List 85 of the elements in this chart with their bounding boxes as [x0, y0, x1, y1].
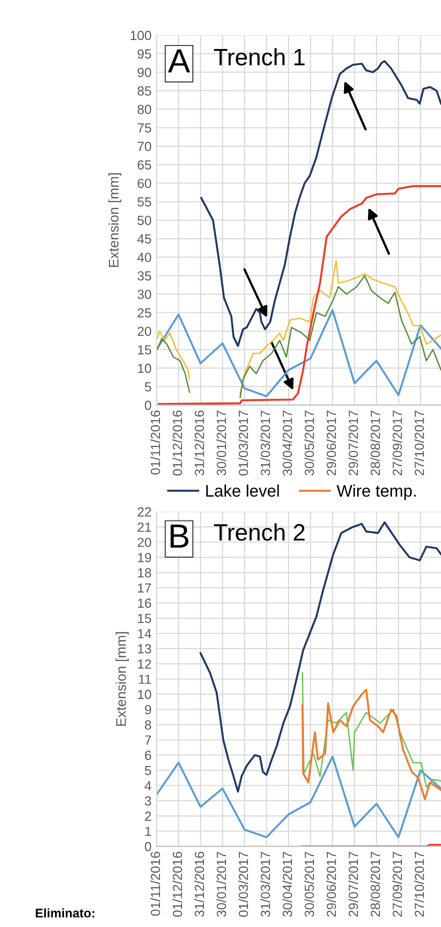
- y-tick-label: 80: [138, 104, 152, 114]
- x-tick-label: 31/12/2016: [194, 410, 204, 476]
- y-tick-label: 30: [138, 290, 152, 300]
- x-tick-label: 01/12/2016: [172, 410, 182, 476]
- x-tick-label: 29/07/2017: [348, 410, 358, 476]
- y-tick-label: 100: [130, 30, 152, 40]
- line-series: [156, 756, 441, 838]
- x-tick-label: 29/06/2017: [326, 852, 336, 917]
- line-series: [158, 185, 441, 405]
- legend-label: Lake level: [206, 484, 279, 497]
- x-tick-label: 27/09/2017: [392, 410, 402, 476]
- y-tick-label: 22: [138, 507, 152, 516]
- y-tick-label: 25: [138, 308, 152, 318]
- y-tick-label: 70: [138, 142, 152, 152]
- x-tick-label: 30/05/2017: [304, 852, 314, 917]
- y-tick-label: 95: [138, 49, 152, 59]
- x-tick-label: 31/03/2017: [260, 410, 270, 476]
- y-tick-label: 35: [138, 271, 152, 281]
- y-tick-label: 9: [144, 705, 152, 714]
- y-tick-label: 4: [144, 781, 152, 790]
- x-tick-label: 01/11/2016: [150, 410, 160, 474]
- x-tick-label: 01/03/2017: [238, 410, 248, 476]
- y-tick-label: 0: [144, 842, 152, 852]
- line-series: [200, 521, 441, 793]
- y-tick-label: 5: [144, 382, 152, 392]
- x-tick-label: 31/03/2017: [260, 852, 270, 917]
- y-tick-label: 21: [138, 522, 152, 532]
- y-tick-label: 60: [138, 178, 152, 188]
- x-tick-label: 30/04/2017: [282, 410, 292, 476]
- x-tick-label: 27/09/2017: [392, 852, 402, 917]
- y-tick-label: 0: [144, 400, 152, 410]
- x-tick-label: 28/08/2017: [370, 410, 380, 476]
- text: Eliminato:: [36, 908, 94, 918]
- line-series: [302, 672, 441, 788]
- y-tick-label: 1: [145, 826, 152, 836]
- y-axis-title: Extension [mm]: [108, 173, 122, 267]
- y-tick-label: 20: [138, 538, 152, 548]
- legend-label: Wire temp.: [336, 484, 416, 500]
- line-series: [156, 309, 441, 398]
- y-tick-label: 17: [138, 583, 152, 593]
- y-tick-label: 85: [138, 86, 152, 96]
- y-tick-label: 50: [138, 216, 152, 226]
- x-tick-label: 28/08/2017: [370, 852, 380, 917]
- y-tick-label: 15: [138, 614, 152, 624]
- x-tick-label: 31/12/2016: [194, 852, 204, 917]
- x-tick-label: 01/03/2017: [238, 852, 248, 917]
- line-series: [301, 688, 441, 800]
- chart-title: Trench 2: [214, 523, 305, 541]
- y-tick-label: 55: [138, 197, 152, 207]
- x-tick-label: 27/10/2017: [414, 852, 424, 917]
- y-tick-label: 15: [138, 345, 152, 355]
- x-tick-label: 30/01/2017: [216, 852, 226, 917]
- y-tick-label: 14: [138, 629, 152, 638]
- x-tick-label: 30/01/2017: [216, 410, 226, 476]
- annotation: A: [168, 49, 190, 72]
- y-tick-label: 20: [138, 326, 152, 336]
- y-axis-title: Extension [mm]: [116, 632, 129, 726]
- x-tick-label: 27/10/2017: [414, 410, 424, 476]
- y-tick-label: 19: [138, 552, 152, 562]
- y-tick-label: 12: [138, 659, 152, 669]
- chart-title: Trench 1: [214, 48, 305, 66]
- annotation: B: [170, 524, 188, 548]
- y-tick-label: 40: [137, 252, 152, 262]
- y-tick-label: 45: [137, 234, 152, 244]
- y-tick-label: 8: [144, 720, 152, 730]
- y-tick-label: 13: [138, 644, 152, 654]
- x-tick-label: 01/11/2016: [150, 852, 160, 916]
- x-tick-label: 30/05/2017: [304, 410, 314, 476]
- y-tick-label: 6: [145, 750, 152, 760]
- y-tick-label: 10: [138, 364, 152, 374]
- y-tick-label: 10: [138, 690, 152, 700]
- y-tick-label: 7: [145, 736, 152, 745]
- y-tick-label: 18: [138, 568, 152, 578]
- y-tick-label: 90: [138, 68, 152, 78]
- y-tick-label: 3: [144, 796, 152, 806]
- x-tick-label: 01/12/2016: [172, 852, 182, 917]
- y-tick-label: 16: [138, 598, 152, 608]
- y-tick-label: 65: [138, 160, 152, 170]
- x-tick-label: 29/06/2017: [326, 410, 336, 476]
- y-tick-label: 5: [144, 766, 152, 776]
- x-tick-label: 29/07/2017: [348, 852, 358, 917]
- y-tick-label: 2: [145, 811, 152, 821]
- y-tick-label: 11: [139, 674, 152, 684]
- x-tick-label: 30/04/2017: [282, 852, 292, 917]
- y-tick-label: 75: [138, 123, 152, 133]
